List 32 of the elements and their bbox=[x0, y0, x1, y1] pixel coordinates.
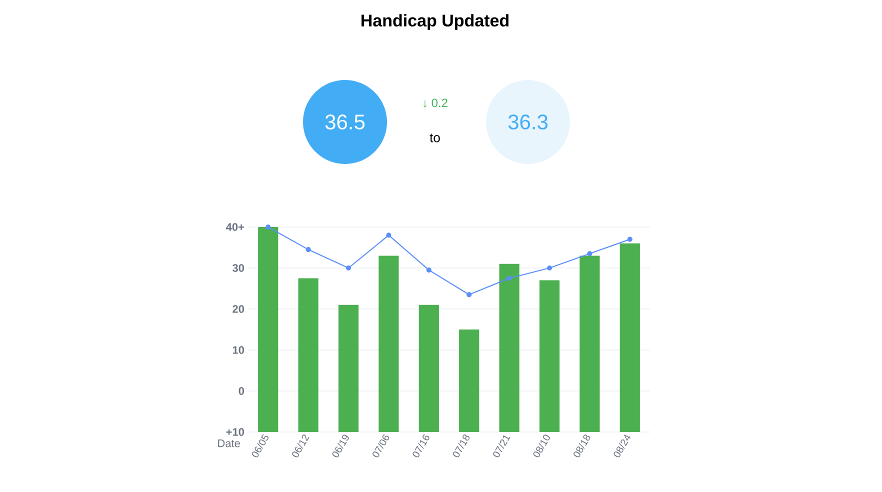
point bbox=[466, 292, 472, 298]
y-tick-label: 40+ bbox=[226, 223, 244, 231]
bar bbox=[418, 304, 439, 432]
point bbox=[587, 251, 592, 256]
point bbox=[346, 265, 352, 271]
bar bbox=[258, 227, 278, 432]
y-tick-label: +10 bbox=[226, 428, 244, 436]
point bbox=[386, 232, 392, 238]
y-tick-label: 30 bbox=[232, 264, 244, 272]
point bbox=[426, 268, 432, 273]
y-tick-label: 0 bbox=[238, 387, 244, 395]
chart-title: Handicap Updated bbox=[362, 14, 508, 30]
bar bbox=[298, 278, 318, 432]
text: 36.5 bbox=[325, 114, 365, 130]
bar bbox=[539, 280, 560, 432]
point bbox=[266, 224, 271, 230]
text: ↓ 0.2 bbox=[424, 98, 448, 108]
bar bbox=[459, 330, 480, 432]
point bbox=[546, 265, 552, 271]
point bbox=[506, 276, 512, 281]
point bbox=[627, 236, 632, 242]
bar bbox=[378, 256, 399, 432]
bar bbox=[580, 256, 600, 432]
text: to bbox=[430, 134, 440, 142]
x-axis-title: Date bbox=[218, 440, 240, 448]
text: 36.3 bbox=[508, 114, 548, 130]
y-tick-label: 10 bbox=[232, 346, 244, 354]
point bbox=[306, 247, 311, 252]
bar bbox=[620, 243, 640, 432]
bar bbox=[338, 304, 359, 432]
bar bbox=[499, 264, 520, 432]
y-tick-label: 20 bbox=[232, 305, 244, 313]
